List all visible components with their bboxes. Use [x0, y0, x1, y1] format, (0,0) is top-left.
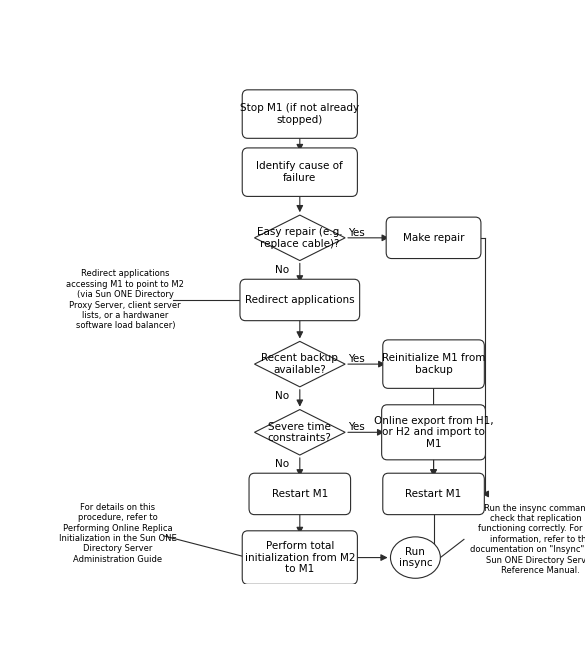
Text: Make repair: Make repair: [403, 233, 464, 243]
FancyBboxPatch shape: [242, 531, 357, 584]
FancyBboxPatch shape: [249, 473, 350, 515]
Text: Run the insync commandd
check that replication is
functioning correctly. For mor: Run the insync commandd check that repli…: [470, 504, 585, 575]
Text: Stop M1 (if not already
stopped): Stop M1 (if not already stopped): [240, 103, 359, 125]
Text: Identify cause of
failure: Identify cause of failure: [256, 161, 343, 183]
FancyBboxPatch shape: [381, 405, 486, 460]
FancyBboxPatch shape: [242, 90, 357, 138]
Text: Easy repair (e.g.
replace cable)?: Easy repair (e.g. replace cable)?: [257, 227, 343, 249]
Text: Redirect applications: Redirect applications: [245, 295, 355, 305]
Polygon shape: [254, 341, 345, 387]
Ellipse shape: [391, 537, 441, 579]
Polygon shape: [254, 215, 345, 260]
Text: Online export from H1,
or H2 and import to
M1: Online export from H1, or H2 and import …: [374, 416, 493, 449]
FancyBboxPatch shape: [383, 473, 484, 515]
FancyBboxPatch shape: [240, 279, 360, 321]
Text: Perform total
initialization from M2
to M1: Perform total initialization from M2 to …: [245, 541, 355, 574]
Text: Reinitialize M1 from
backup: Reinitialize M1 from backup: [382, 354, 485, 375]
Text: Yes: Yes: [348, 354, 365, 364]
Text: Yes: Yes: [348, 422, 365, 432]
FancyBboxPatch shape: [242, 148, 357, 196]
Text: Run
insync: Run insync: [398, 546, 432, 568]
Text: No: No: [274, 264, 289, 275]
Text: Restart M1: Restart M1: [271, 489, 328, 499]
FancyBboxPatch shape: [386, 217, 481, 258]
Text: Severe time
constraints?: Severe time constraints?: [268, 422, 332, 443]
FancyBboxPatch shape: [383, 340, 484, 388]
Text: Yes: Yes: [348, 228, 365, 237]
Text: For details on this
procedure, refer to
Performing Online Replica
Initialization: For details on this procedure, refer to …: [58, 503, 177, 564]
Text: Restart M1: Restart M1: [405, 489, 462, 499]
Text: Redirect applications
accessing M1 to point to M2
(via Sun ONE Directory
Proxy S: Redirect applications accessing M1 to po…: [66, 270, 184, 331]
Text: Recent backup
available?: Recent backup available?: [261, 354, 338, 375]
Text: No: No: [274, 459, 289, 469]
Text: No: No: [274, 391, 289, 401]
Polygon shape: [254, 409, 345, 455]
